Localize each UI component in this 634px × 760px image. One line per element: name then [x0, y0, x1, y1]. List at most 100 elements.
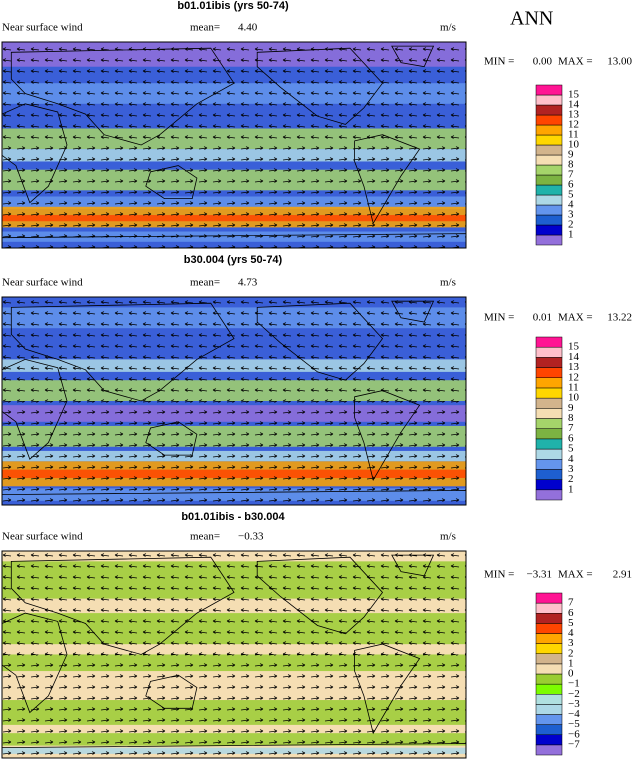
coastline — [145, 165, 198, 199]
colorbar-swatch — [535, 724, 563, 735]
max-label: MAX = — [558, 56, 593, 68]
colorbar-swatch — [535, 613, 563, 624]
max-value: 2.91 — [613, 569, 632, 581]
mean-label: mean= — [190, 277, 220, 289]
coastline — [145, 421, 198, 456]
coastline — [354, 643, 421, 735]
colorbar-label: −4 — [568, 708, 580, 720]
coastline — [354, 134, 421, 225]
coastline — [256, 556, 384, 635]
colorbar-label: 9 — [568, 402, 574, 414]
coastline — [256, 47, 384, 125]
colorbar-swatch — [535, 408, 563, 419]
colorbar-swatch — [535, 673, 563, 685]
colorbar-label: 8 — [568, 412, 574, 424]
colorbar-label: −7 — [568, 738, 580, 750]
colorbar-swatch — [535, 633, 563, 644]
colorbar-swatch — [535, 592, 563, 604]
colorbar-label: −3 — [568, 698, 580, 710]
colorbar-swatch — [535, 623, 563, 634]
colorbar-label: 14 — [568, 99, 580, 111]
colorbar-swatch — [535, 704, 563, 715]
colorbar-label: 8 — [568, 159, 574, 171]
colorbar-swatch — [535, 428, 563, 440]
colorbar-label: 3 — [568, 463, 574, 475]
colorbar-swatch — [535, 418, 563, 429]
coastline — [354, 390, 421, 482]
colorbar-swatch — [535, 694, 563, 705]
colorbar-swatch — [535, 114, 563, 126]
coastline — [10, 47, 235, 146]
season-label: ANN — [510, 8, 553, 30]
colorbar-label: 10 — [568, 139, 580, 151]
colorbar-swatch — [535, 104, 563, 116]
units-label: m/s — [440, 277, 456, 289]
min-value: 0.01 — [533, 312, 552, 324]
colorbar-label: 4 — [568, 453, 574, 465]
colorbar-label: −5 — [568, 718, 580, 730]
colorbar-label: 13 — [568, 361, 580, 373]
max-label: MAX = — [558, 569, 593, 581]
colorbar-label: −2 — [568, 688, 580, 700]
variable-label: Near surface wind — [2, 531, 83, 543]
colorbar-swatch — [535, 346, 563, 358]
colorbar-swatch — [535, 683, 563, 695]
colorbar-swatch — [535, 479, 563, 491]
colorbar-swatch — [535, 94, 563, 106]
colorbar-label: 3 — [568, 637, 574, 649]
wind-vectors — [2, 42, 466, 145]
colorbar-label: 2 — [568, 647, 574, 659]
colorbar-label: 15 — [568, 89, 580, 101]
colorbar-label: 12 — [568, 371, 579, 383]
colorbar-swatch — [535, 144, 563, 156]
colorbar-swatch — [535, 224, 563, 236]
colorbar-swatch — [535, 204, 563, 216]
max-value: 13.00 — [607, 56, 632, 68]
colorbar-swatch — [535, 134, 563, 146]
colorbar-swatch — [535, 336, 563, 348]
colorbar-label: 4 — [568, 627, 574, 639]
coastline — [1, 358, 68, 460]
colorbar-label: 5 — [568, 443, 574, 455]
colorbar-swatch — [535, 164, 563, 176]
min-label: MIN = — [484, 569, 514, 581]
colorbar-swatch — [535, 124, 563, 136]
colorbar-swatch — [535, 214, 563, 226]
mean-value: 4.40 — [238, 22, 258, 34]
colorbar-swatch — [535, 744, 563, 756]
colorbar-swatch — [535, 734, 563, 746]
coastline — [391, 554, 435, 577]
colorbar-swatch — [535, 438, 563, 450]
colorbar-swatch — [535, 653, 563, 665]
coastline — [391, 45, 435, 68]
wind-vectors — [2, 551, 466, 655]
colorbar-label: 3 — [568, 209, 574, 221]
variable-label: Near surface wind — [2, 277, 83, 289]
colorbar-label: 0 — [568, 668, 574, 680]
colorbar-label: 2 — [568, 473, 574, 485]
mean-label: mean= — [190, 22, 220, 34]
colorbar-label: 5 — [568, 189, 574, 201]
colorbar-label: 4 — [568, 199, 574, 211]
coastline — [10, 556, 235, 655]
colorbar-swatch — [535, 448, 563, 460]
colorbar-label: 6 — [568, 432, 574, 444]
max-label: MAX = — [558, 312, 593, 324]
colorbar-label: −1 — [568, 678, 580, 690]
wind-vectors — [2, 401, 466, 505]
colorbar-label: 14 — [568, 351, 580, 363]
colorbar-swatch — [535, 84, 563, 96]
coastline — [391, 300, 435, 323]
colorbar-swatch — [535, 714, 563, 725]
colorbar-label: −6 — [568, 728, 580, 740]
colorbar-swatch — [535, 154, 563, 166]
panel-title: b01.01ibis - b30.004 — [181, 511, 285, 523]
colorbar-label: 11 — [568, 129, 579, 141]
coastline — [256, 302, 384, 381]
colorbar-swatch — [535, 387, 563, 399]
coastline — [145, 674, 198, 709]
panel-title: b01.01ibis (yrs 50-74) — [177, 0, 289, 12]
colorbar-label: 7 — [568, 169, 574, 181]
